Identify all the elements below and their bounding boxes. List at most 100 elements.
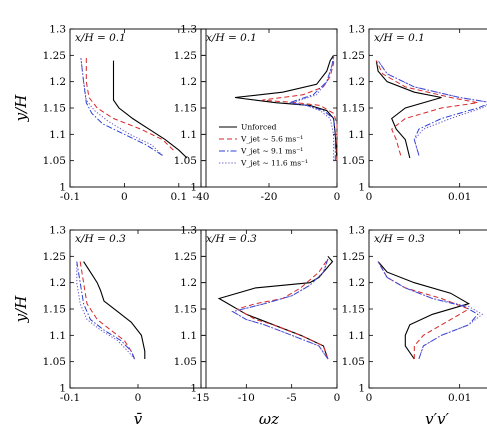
series-line-v91 [377, 261, 479, 360]
series-line-v56 [79, 261, 136, 360]
series-line-v56 [262, 55, 338, 161]
y-tick-label: 1.2 [348, 277, 365, 289]
y-tick-label: 1.25 [342, 50, 365, 62]
x-tick-label: -40 [193, 191, 210, 203]
y-tick-label: 1.3 [49, 24, 66, 36]
panel-annotation: x/H = 0.1 [75, 32, 126, 44]
y-tick-label: 1.3 [348, 24, 365, 36]
x-tick-label: -0.1 [60, 392, 80, 404]
y-tick-label: 1.1 [49, 129, 66, 141]
y-axis-label: y/H [12, 295, 30, 324]
y-tick-label: 1 [358, 182, 365, 194]
series-line-v116 [76, 261, 135, 360]
series-line-v91 [289, 55, 336, 161]
y-tick-label: 1.25 [43, 251, 66, 263]
y-tick-label: 1.05 [174, 356, 197, 368]
x-tick-label: 0 [135, 392, 142, 404]
panel-annotation: x/H = 0.1 [374, 32, 425, 44]
x-tick-label: -5 [287, 392, 297, 404]
axes-frame [200, 229, 338, 389]
x-tick-label: 0.01 [448, 191, 471, 203]
series-line-v91 [76, 261, 136, 360]
y-tick-label: 1.25 [174, 50, 197, 62]
legend-label-v116: V_jet ∼ 11.6 ms⁻¹ [240, 159, 308, 168]
y-tick-label: 1 [59, 383, 66, 395]
legend-label-unforced: Unforced [241, 123, 277, 132]
y-tick-label: 1 [358, 383, 365, 395]
y-tick-label: 1.1 [180, 330, 197, 342]
y-axis-label: y/H [12, 94, 30, 123]
legend-label-v56: V_jet ∼ 5.6 ms⁻¹ [240, 135, 303, 144]
y-tick-label: 1.05 [342, 356, 365, 368]
series-line-v116 [377, 60, 487, 156]
y-tick-label: 1.05 [174, 155, 197, 167]
y-tick-label: 1.15 [342, 103, 365, 115]
y-tick-label: 1.1 [180, 129, 197, 141]
y-tick-label: 1.2 [180, 277, 197, 289]
y-tick-label: 1.15 [43, 304, 66, 316]
y-tick-label: 1.15 [43, 103, 66, 115]
x-tick-label: 0 [334, 392, 341, 404]
series-line-unforced [83, 261, 146, 359]
x-tick-label: -15 [193, 392, 210, 404]
x-tick-label: -20 [261, 191, 278, 203]
x-tick-label: 0 [366, 392, 373, 404]
series-line-v91 [231, 258, 329, 360]
x-tick-label: 0 [121, 191, 128, 203]
y-tick-label: 1.1 [348, 129, 365, 141]
x-tick-label: -10 [238, 392, 255, 404]
y-tick-label: 1.05 [43, 356, 66, 368]
y-tick-label: 1.25 [174, 251, 197, 263]
x-tick-label: 0.01 [448, 392, 471, 404]
y-tick-label: 1.2 [49, 277, 66, 289]
series-line-v91 [377, 60, 487, 156]
x-tick-label: 0.1 [170, 191, 187, 203]
panel-annotation: x/H = 0.1 [206, 32, 257, 44]
axes-frame [368, 28, 487, 188]
series-line-v56 [236, 258, 329, 360]
y-tick-label: 1.05 [43, 155, 66, 167]
panel-annotation: x/H = 0.3 [374, 233, 425, 245]
y-tick-label: 1.3 [180, 24, 197, 36]
series-line-v116 [80, 57, 163, 156]
series-line-v56 [375, 60, 478, 156]
series-line-v116 [377, 261, 484, 360]
y-tick-label: 1 [59, 182, 66, 194]
y-tick-label: 1.15 [174, 304, 197, 316]
series-line-unforced [375, 60, 442, 159]
series-line-unforced [234, 55, 338, 161]
x-axis-label: v′v′ [425, 410, 449, 428]
series-line-v56 [377, 261, 470, 359]
axes-frame [368, 229, 487, 389]
y-tick-label: 1 [190, 383, 197, 395]
x-axis-label: v̄ [134, 410, 143, 428]
y-tick-label: 1.25 [43, 50, 66, 62]
legend-label-v91: V_jet ∼ 9.1 ms⁻¹ [240, 147, 303, 156]
series-line-unforced [377, 261, 471, 360]
y-tick-label: 1.1 [348, 330, 365, 342]
y-tick-label: 1.1 [49, 330, 66, 342]
series-line-v116 [231, 258, 329, 360]
x-tick-label: 0 [366, 191, 373, 203]
series-line-unforced [112, 60, 188, 159]
series-line-v91 [80, 57, 163, 156]
y-tick-label: 1.25 [342, 251, 365, 263]
y-tick-label: 1.2 [49, 76, 66, 88]
y-tick-label: 1.2 [348, 76, 365, 88]
y-tick-label: 1.15 [174, 103, 197, 115]
x-tick-label: 0 [334, 191, 341, 203]
y-tick-label: 1.3 [49, 225, 66, 237]
x-tick-label: -0.1 [60, 191, 80, 203]
series-line-v56 [85, 58, 174, 151]
series-line-unforced [217, 255, 334, 360]
y-tick-label: 1.05 [342, 155, 365, 167]
y-tick-label: 1.2 [180, 76, 197, 88]
y-tick-label: 1.3 [348, 225, 365, 237]
panel-annotation: x/H = 0.3 [206, 233, 257, 245]
y-tick-label: 1 [190, 182, 197, 194]
y-tick-label: 1.3 [180, 225, 197, 237]
x-axis-label: ωz [259, 410, 279, 428]
y-tick-label: 1.15 [342, 304, 365, 316]
series-line-v116 [290, 55, 335, 161]
